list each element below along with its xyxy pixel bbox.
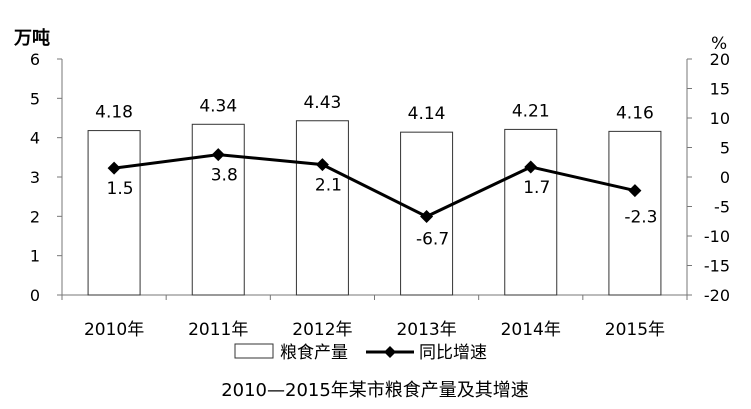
bar-value-label: 4.43	[303, 93, 341, 113]
growth-point-1	[107, 161, 121, 175]
bar-value-label: 4.21	[512, 101, 550, 121]
left-axis-tick-label: 6	[30, 50, 40, 69]
legend-line-marker	[384, 346, 396, 358]
bar-value-label: 4.18	[95, 103, 133, 123]
left-axis-tick-label: 1	[30, 247, 40, 266]
right-axis-unit: %	[711, 34, 727, 54]
growth-point-3	[315, 158, 329, 172]
left-axis-tick-label: 0	[30, 286, 40, 305]
right-axis-tick-label: 15	[710, 80, 730, 99]
growth-point-5	[524, 160, 538, 174]
bar-3	[295, 120, 349, 296]
bar-1	[87, 130, 141, 296]
left-axis-unit: 万吨	[13, 27, 50, 49]
right-axis-tick-label: 10	[710, 109, 730, 128]
right-axis-tick-label: 5	[720, 139, 730, 158]
legend-bar-swatch	[234, 343, 274, 359]
x-axis-category-label: 2010年	[84, 320, 144, 340]
left-axis-tick-label: 3	[30, 168, 40, 187]
legend-line-label: 同比增速	[419, 343, 487, 363]
growth-value-label: 2.1	[315, 176, 342, 196]
growth-point-6	[628, 184, 642, 198]
x-axis-category-label: 2012年	[292, 320, 352, 340]
right-axis-tick-label: -5	[714, 198, 730, 217]
right-axis-tick-label: -20	[704, 286, 730, 305]
chart-title: 2010—2015年某市粮食产量及其增速	[221, 380, 529, 401]
growth-value-label: 1.7	[523, 178, 550, 198]
growth-value-label: 3.8	[211, 166, 238, 186]
left-axis-tick-label: 2	[30, 207, 40, 226]
x-axis-category-label: 2013年	[396, 320, 456, 340]
x-axis-category-label: 2014年	[501, 320, 561, 340]
growth-value-label: -6.7	[416, 230, 449, 250]
bar-value-label: 4.34	[199, 96, 237, 116]
bar-value-label: 4.14	[408, 104, 446, 124]
bar-value-label: 4.16	[616, 103, 654, 123]
right-axis-tick-label: 0	[720, 168, 730, 187]
growth-point-2	[211, 148, 225, 162]
left-axis-tick-label: 5	[30, 89, 40, 108]
left-axis-tick-label: 4	[30, 129, 40, 148]
x-axis-category-label: 2011年	[188, 320, 248, 340]
right-axis-tick-label: -15	[704, 257, 730, 276]
right-axis-tick-label: -10	[704, 227, 730, 246]
bar-6	[608, 130, 662, 296]
growth-value-label: -2.3	[624, 208, 657, 228]
growth-point-4	[420, 210, 434, 224]
growth-value-label: 1.5	[107, 179, 134, 199]
legend-bar-label: 粮食产量	[280, 343, 348, 363]
x-axis-category-label: 2015年	[605, 320, 665, 340]
growth-line	[113, 153, 636, 219]
bar-5	[504, 128, 558, 296]
right-axis-tick-label: 20	[710, 50, 730, 69]
